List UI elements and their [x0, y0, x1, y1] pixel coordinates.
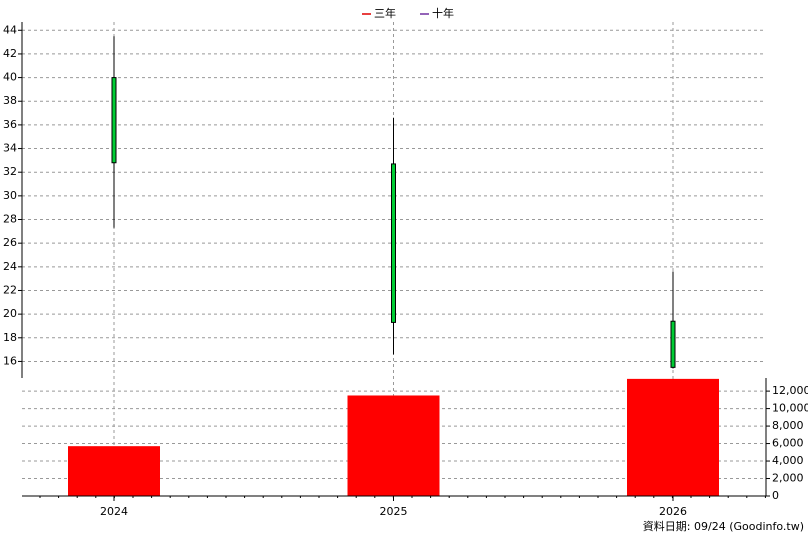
y-tick-label: 24 — [3, 260, 17, 273]
x-tick-label: 2025 — [380, 505, 408, 518]
y-tick-label: 40 — [3, 71, 17, 84]
y-tick-label: 30 — [3, 189, 17, 202]
x-tick-label: 2026 — [659, 505, 687, 518]
y-tick-label: 36 — [3, 118, 17, 131]
y-tick-label: 34 — [3, 142, 17, 155]
legend-label: 十年 — [432, 6, 454, 20]
y-tick-label: 4,000 — [772, 454, 804, 467]
y-tick-label: 10,000 — [772, 402, 808, 415]
y-tick-label: 28 — [3, 213, 17, 226]
y-tick-label: 20 — [3, 307, 17, 320]
footnote: 資料日期: 09/24 (Goodinfo.tw) — [643, 519, 804, 533]
y-tick-label: 26 — [3, 236, 17, 249]
y-tick-label: 32 — [3, 165, 17, 178]
y-tick-label: 18 — [3, 331, 17, 344]
y-tick-label: 44 — [3, 23, 17, 36]
y-tick-label: 0 — [772, 489, 779, 502]
candle-body — [391, 163, 396, 323]
bar — [627, 378, 719, 496]
y-tick-label: 12,000 — [772, 384, 808, 397]
y-tick-label: 6,000 — [772, 437, 804, 450]
candle-body — [670, 320, 676, 368]
legend-label: 三年 — [374, 6, 396, 20]
x-tick-label: 2024 — [100, 505, 128, 518]
candle-body — [111, 77, 117, 164]
y-tick-label: 38 — [3, 94, 17, 107]
y-tick-label: 16 — [3, 354, 17, 367]
bar — [68, 446, 160, 496]
bar — [347, 395, 440, 496]
y-tick-label: 22 — [3, 283, 17, 296]
y-tick-label: 2,000 — [772, 472, 804, 485]
y-tick-label: 8,000 — [772, 419, 804, 432]
y-tick-label: 42 — [3, 47, 17, 60]
